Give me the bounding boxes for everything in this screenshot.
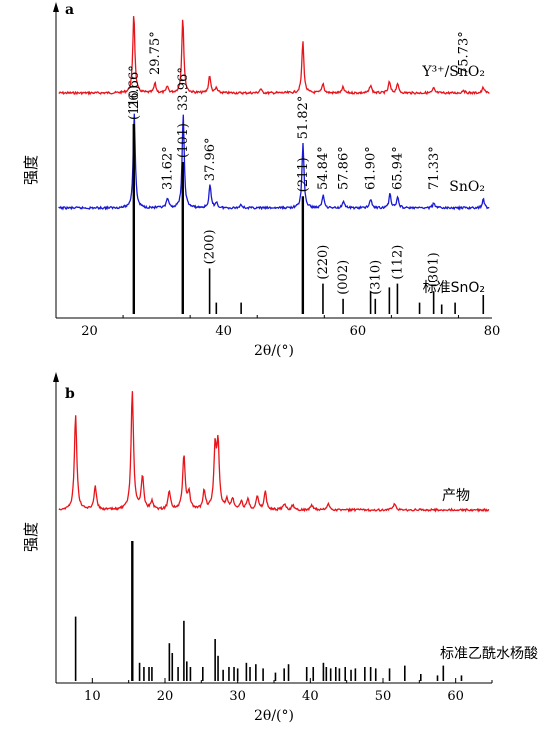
x-tick-label: 60 — [447, 689, 464, 704]
x-axis-label: 2θ/(°) — [254, 708, 294, 724]
peak-annotation: 26.66° — [127, 65, 142, 109]
x-tick-label: 30 — [229, 689, 246, 704]
hkl-label: (220) — [316, 245, 331, 280]
reference-label: 标准乙酰水杨酸 — [440, 646, 538, 662]
hkl-label: (200) — [203, 229, 218, 264]
peak-annotation: 51.82° — [296, 96, 311, 140]
series-label: Y³⁺/SnO₂ — [421, 64, 485, 80]
panel-letter: b — [65, 386, 75, 402]
series-label: SnO₂ — [449, 179, 485, 195]
series-line-1 — [58, 16, 490, 96]
reference-label: 标准SnO₂ — [423, 280, 485, 296]
series-label: 产物 — [442, 488, 470, 504]
hkl-label: (101) — [176, 123, 191, 158]
hkl-label: (211) — [296, 157, 311, 192]
peak-annotation: 33.96° — [176, 67, 191, 111]
peak-annotation: 37.96° — [203, 137, 218, 181]
x-tick-label: 50 — [375, 689, 392, 704]
y-axis-arrow — [53, 2, 59, 12]
hkl-label: (002) — [336, 260, 351, 295]
x-tick-label: 10 — [84, 689, 101, 704]
x-tick-label: 20 — [157, 689, 174, 704]
peak-annotation: 71.33° — [427, 146, 442, 190]
peak-annotation: 65.94° — [391, 146, 406, 190]
hkl-label: (110) — [127, 85, 142, 120]
peak-annotation: 57.86° — [336, 146, 351, 190]
y-axis-label: 强度 — [22, 155, 40, 185]
peak-annotation: 54.84° — [316, 146, 331, 190]
x-tick-label: 80 — [484, 324, 501, 339]
series-line-1 — [58, 391, 490, 513]
peak-annotation: 29.75° — [148, 31, 163, 75]
panel-a: a 20 40 60 80 2θ/(°) 强度 Y³⁺/SnO₂ 29.75° 75.73° SnO… — [22, 2, 500, 359]
series-line-2 — [58, 113, 490, 211]
y-axis-label: 强度 — [22, 522, 40, 552]
x-tick-label: 40 — [215, 324, 232, 339]
x-tick-label: 20 — [81, 324, 98, 339]
x-axis-label: 2θ/(°) — [254, 343, 294, 359]
x-tick-label: 60 — [350, 324, 367, 339]
hkl-label: (310) — [368, 260, 383, 295]
hkl-label: (112) — [390, 245, 405, 280]
peak-annotation: 31.62° — [160, 146, 175, 190]
peak-annotation: 75.73° — [456, 31, 471, 75]
panel-letter: a — [65, 2, 74, 18]
hkl-label: (301) — [427, 252, 442, 287]
x-tick-label: 40 — [302, 689, 319, 704]
y-axis-arrow — [53, 372, 59, 382]
peak-annotation: 61.90° — [364, 146, 379, 190]
